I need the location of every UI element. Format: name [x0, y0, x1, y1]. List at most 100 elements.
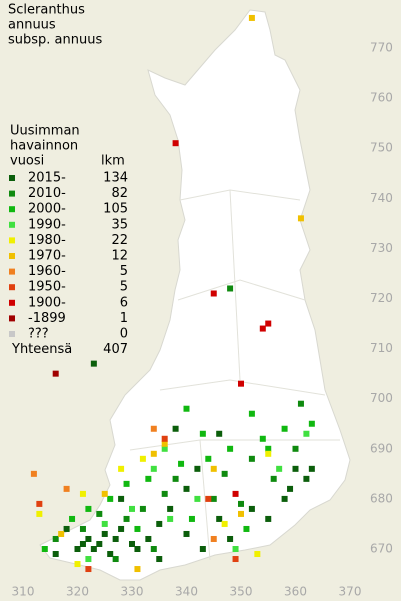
record-square	[96, 540, 103, 547]
record-square	[74, 561, 81, 568]
y-tick-label: 720	[370, 291, 393, 305]
record-square	[145, 535, 152, 542]
record-square	[112, 535, 119, 542]
record-square	[216, 430, 223, 437]
region-borders	[129, 189, 340, 561]
record-square	[265, 450, 272, 457]
legend-period-header: vuosi	[10, 154, 44, 169]
record-square	[303, 475, 310, 482]
legend-swatch	[9, 253, 15, 259]
record-square	[243, 525, 250, 532]
record-square	[221, 470, 228, 477]
y-tick-label: 760	[370, 91, 393, 105]
record-square	[161, 490, 168, 497]
record-square	[292, 465, 299, 472]
legend-period: ???	[28, 327, 49, 342]
record-square	[259, 435, 266, 442]
legend-count: 5	[120, 264, 128, 279]
record-square	[205, 455, 212, 462]
legend-count: 134	[103, 171, 128, 186]
title-line: subsp. annuus	[8, 33, 102, 48]
legend-count: 5	[120, 280, 128, 295]
total-label: Yhteensä	[11, 342, 72, 357]
record-square	[101, 490, 108, 497]
legend-count: 82	[111, 186, 128, 201]
y-tick-label: 750	[370, 141, 393, 155]
record-square	[265, 320, 272, 327]
record-square	[238, 510, 244, 517]
record-square	[210, 290, 217, 297]
record-square	[216, 515, 223, 522]
legend-swatch	[9, 206, 15, 213]
record-square	[194, 465, 201, 472]
record-square	[101, 520, 108, 527]
legend-period: 1950-	[28, 280, 66, 295]
record-square	[161, 435, 168, 442]
record-square	[178, 460, 185, 467]
record-square	[287, 485, 294, 492]
record-square	[129, 540, 135, 547]
record-square	[150, 546, 157, 552]
y-tick-label: 730	[370, 241, 393, 255]
record-square	[259, 325, 266, 332]
legend-period: 2015-	[28, 171, 66, 186]
record-square	[52, 370, 59, 377]
record-square	[52, 551, 59, 558]
record-square	[248, 455, 255, 462]
record-square	[156, 520, 163, 527]
record-square	[134, 566, 141, 573]
x-tick-label: 340	[175, 585, 198, 599]
record-square	[276, 465, 283, 472]
record-square	[297, 400, 304, 407]
record-square	[238, 500, 244, 507]
record-square	[172, 140, 179, 147]
legend-swatch	[9, 190, 15, 197]
legend-heading: havainnon	[10, 139, 78, 154]
legend-swatch	[9, 175, 15, 181]
record-square	[199, 430, 206, 437]
record-square	[96, 510, 103, 517]
record-square	[183, 530, 190, 537]
record-square	[41, 546, 48, 552]
record-square	[303, 430, 310, 437]
record-square	[308, 465, 315, 472]
record-square	[30, 470, 37, 477]
record-square	[248, 14, 255, 21]
record-square	[123, 480, 130, 487]
record-square	[281, 495, 288, 502]
record-square	[210, 495, 217, 502]
record-square	[297, 215, 304, 222]
record-square	[90, 360, 97, 367]
record-square	[85, 535, 92, 542]
legend-count: 35	[111, 217, 128, 232]
record-square	[123, 515, 130, 522]
legend-swatch	[9, 268, 15, 275]
legend-count: 1	[120, 311, 128, 326]
record-square	[265, 515, 272, 522]
record-square	[118, 495, 125, 502]
title-line: annuus	[8, 18, 56, 33]
record-square	[232, 490, 239, 497]
y-tick-label: 680	[370, 491, 393, 505]
legend-swatch	[9, 331, 15, 337]
record-square	[79, 490, 86, 497]
legend-swatch	[9, 221, 15, 228]
x-tick-label: 370	[339, 585, 362, 599]
record-square	[292, 445, 299, 452]
x-tick-label: 310	[12, 585, 35, 599]
record-square	[112, 556, 119, 563]
legend-heading: Uusimman	[10, 124, 80, 139]
record-square	[205, 495, 212, 502]
record-square	[52, 535, 59, 542]
record-square	[281, 425, 288, 432]
y-tick-label: 740	[370, 191, 393, 205]
legend-count: 105	[103, 202, 128, 217]
record-square	[227, 445, 234, 452]
x-tick-label: 360	[284, 585, 307, 599]
record-square	[172, 475, 179, 482]
record-square	[85, 505, 92, 512]
record-square	[90, 546, 97, 552]
y-tick-label: 700	[370, 391, 393, 405]
record-square	[36, 500, 43, 507]
